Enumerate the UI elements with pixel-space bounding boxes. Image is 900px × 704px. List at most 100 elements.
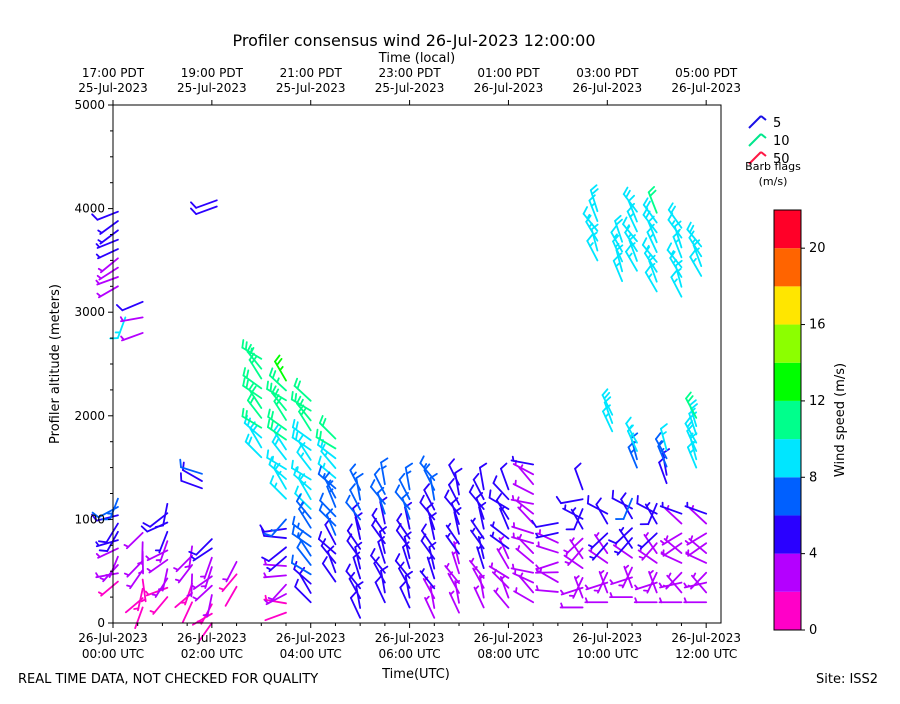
- barb-feather: [243, 368, 245, 375]
- barb-feather: [295, 379, 298, 386]
- barb-half-feather: [647, 503, 650, 506]
- y-tick-label: 2000: [74, 409, 105, 423]
- barb-half-feather: [274, 464, 276, 468]
- barb-feather: [501, 463, 507, 468]
- barb-feather: [400, 582, 405, 588]
- barb-feather: [686, 392, 691, 398]
- colorbar-bin: [774, 401, 801, 439]
- wind-barb: [319, 532, 336, 554]
- barb-half-feather: [693, 573, 695, 577]
- barb-feather: [246, 342, 247, 350]
- barb-feather: [346, 496, 350, 503]
- barb-half-feather: [502, 576, 505, 579]
- barb-half-feather: [629, 254, 632, 257]
- barb-half-feather: [280, 367, 283, 370]
- barb-half-feather: [471, 559, 473, 563]
- barb-half-feather: [447, 534, 449, 538]
- barb-half-feather: [600, 571, 603, 574]
- wind-barb: [643, 238, 657, 262]
- barb-half-feather: [513, 457, 514, 461]
- barb-half-feather: [272, 457, 273, 461]
- barb-half-feather: [576, 576, 579, 579]
- barb-half-feather: [571, 538, 573, 541]
- barb-half-feather: [693, 259, 696, 262]
- barb-half-feather: [610, 580, 613, 583]
- barb-shaft: [575, 469, 583, 490]
- colorbar-bin: [774, 592, 801, 630]
- barb-feather: [271, 384, 272, 392]
- barb-half-feather: [298, 524, 299, 528]
- wind-barb: [201, 558, 212, 579]
- barb-feather: [616, 220, 622, 225]
- barb-feather: [292, 555, 293, 563]
- barb-feather: [317, 430, 318, 438]
- barb-half-feather: [686, 541, 689, 544]
- barb-half-feather: [561, 591, 564, 594]
- barb-feather: [557, 497, 561, 503]
- barb-shaft: [490, 498, 509, 509]
- colorbar-bin: [774, 210, 801, 248]
- wind-barb: [226, 587, 237, 606]
- barb-feather: [142, 526, 148, 531]
- x-tick-date: 26-Jul-2023: [572, 631, 642, 645]
- colorbar-label: Wind speed (m/s): [833, 363, 848, 477]
- barb-feather: [375, 469, 380, 475]
- x-top-tick-time: 21:00 PDT: [280, 66, 343, 80]
- chart-title: Profiler consensus wind 26-Jul-2023 12:0…: [232, 31, 595, 50]
- barb-half-feather: [299, 475, 301, 479]
- barb-feather: [603, 389, 608, 395]
- wind-barb: [512, 523, 533, 533]
- barb-shaft: [501, 469, 509, 490]
- barb-half-feather: [516, 588, 517, 592]
- barb-shaft: [381, 463, 385, 485]
- barb-feather: [323, 557, 327, 563]
- barb-half-feather: [573, 508, 576, 511]
- wind-barb: [536, 586, 558, 592]
- wind-barb: [121, 333, 143, 341]
- barb-feather: [424, 484, 429, 490]
- barb-feather: [671, 207, 675, 213]
- barb-feather: [180, 460, 181, 468]
- wind-barb: [490, 490, 509, 509]
- colorbar-bin: [774, 248, 801, 286]
- x-tick-date: 26-Jul-2023: [177, 631, 247, 645]
- barb-feather: [295, 580, 298, 587]
- legend-barb-flag: [761, 152, 766, 156]
- barb-shaft: [181, 481, 202, 489]
- legend-title-line1: Barb flags: [745, 160, 801, 173]
- barb-half-feather: [616, 263, 619, 266]
- barb-shaft: [518, 507, 533, 523]
- x-tick-time: 02:00 UTC: [181, 647, 243, 661]
- site-label: Site: ISS2: [816, 672, 878, 687]
- barb-feather: [293, 517, 295, 524]
- colorbar-tick-label: 4: [809, 547, 817, 562]
- x-tick-date: 26-Jul-2023: [375, 631, 445, 645]
- barb-feather: [396, 485, 400, 492]
- barb-half-feather: [649, 274, 652, 277]
- barb-half-feather: [630, 214, 633, 217]
- barb-half-feather: [146, 591, 149, 594]
- barb-feather: [242, 340, 243, 348]
- y-tick-label: 0: [97, 616, 105, 630]
- barb-half-feather: [121, 337, 124, 340]
- barb-half-feather: [297, 467, 298, 471]
- barb-half-feather: [275, 483, 277, 487]
- barb-half-feather: [323, 464, 324, 468]
- wind-barb: [124, 533, 142, 548]
- y-axis-label: Profiler altitude (meters): [48, 284, 63, 444]
- wind-barb: [561, 603, 583, 607]
- barb-feather: [320, 503, 323, 510]
- barb-shaft: [561, 499, 583, 503]
- barb-feather: [320, 416, 323, 423]
- barb-half-feather: [96, 281, 99, 284]
- barb-shaft: [122, 333, 143, 341]
- barb-shaft: [493, 572, 509, 588]
- barb-feather: [143, 523, 150, 527]
- barb-feather: [298, 381, 301, 388]
- barb-half-feather: [640, 557, 644, 558]
- barb-half-feather: [198, 621, 202, 622]
- quality-disclaimer: REAL TIME DATA, NOT CHECKED FOR QUALITY: [18, 672, 318, 687]
- barb-half-feather: [269, 598, 273, 600]
- barb-shaft: [685, 506, 706, 513]
